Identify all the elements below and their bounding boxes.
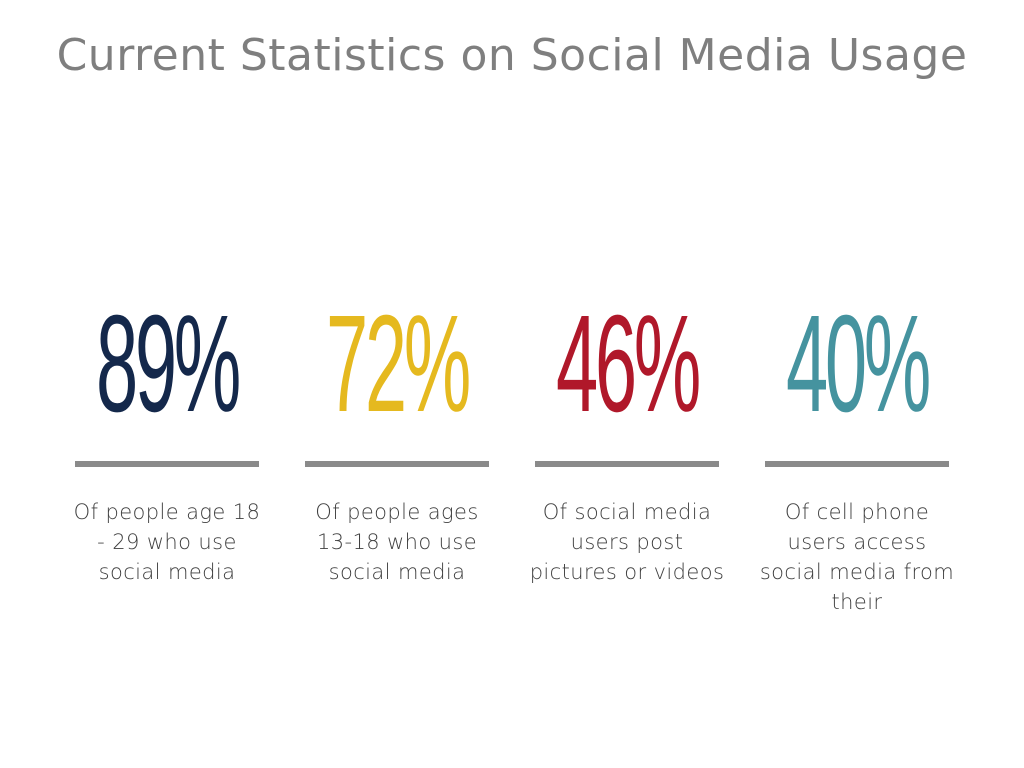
stat-value: 72% [325,287,471,441]
stat-value: 40% [785,287,931,441]
stat-caption: Of social media users post pictures or v… [529,500,725,584]
stat-caption: Of cell phone users access social media … [759,500,955,614]
stat-caption: Of people ages 13-18 who use social medi… [315,500,479,584]
stat-block: 40% Of cell phone users access social me… [760,295,954,614]
stats-row: 89% Of people age 18 - 29 who use social… [0,295,1024,635]
stat-value: 46% [555,287,701,441]
stat-block: 72% Of people ages 13-18 who use social … [305,295,489,584]
stat-block: 89% Of people age 18 - 29 who use social… [74,295,260,584]
stat-divider [535,461,719,467]
stat-block: 46% Of social media users post pictures … [530,295,724,584]
stat-value: 89% [95,287,241,441]
stat-divider [765,461,949,467]
stat-caption: Of people age 18 - 29 who use social med… [73,500,261,584]
stat-divider [75,461,259,467]
stat-divider [305,461,489,467]
slide-title: Current Statistics on Social Media Usage [56,30,968,81]
